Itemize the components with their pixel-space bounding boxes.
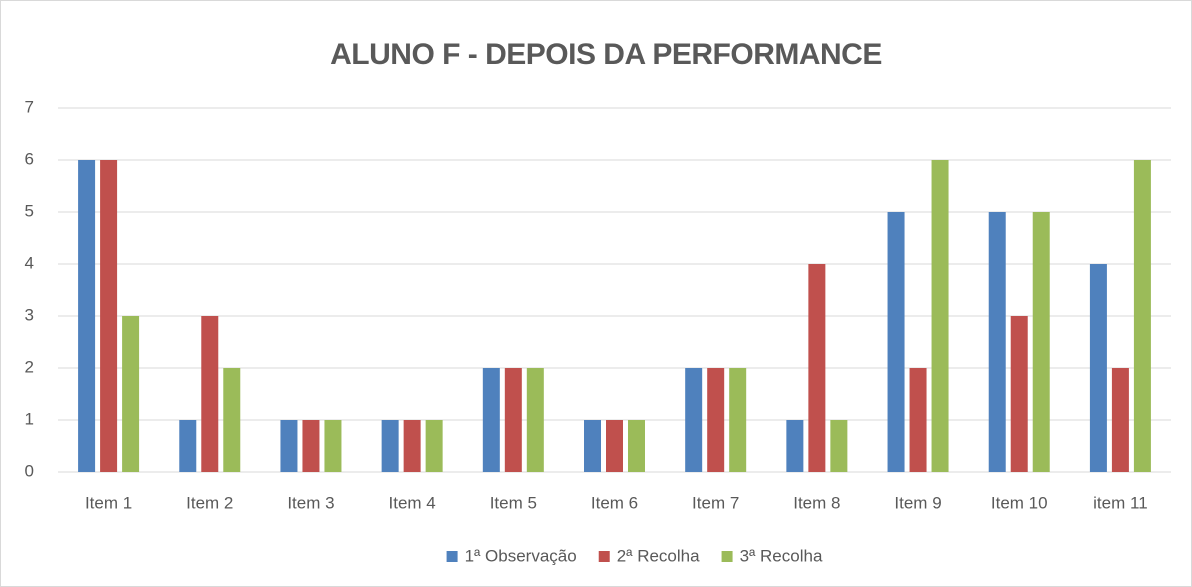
bar — [584, 420, 601, 472]
bar — [887, 212, 905, 472]
chart-title: ALUNO F - DEPOIS DA PERFORMANCE — [330, 38, 882, 71]
legend-label: 2ª Recolha — [617, 546, 700, 565]
bar — [179, 420, 197, 472]
bar — [223, 368, 241, 472]
bar — [302, 420, 320, 472]
bar — [808, 264, 826, 472]
bar — [324, 420, 342, 472]
bar — [1089, 264, 1107, 472]
bar — [729, 368, 747, 472]
legend-swatch — [446, 551, 458, 562]
bar — [100, 160, 118, 472]
bar — [909, 368, 927, 472]
x-tick-label: Item 10 — [991, 493, 1048, 512]
bar — [280, 420, 298, 472]
bar — [78, 160, 96, 472]
legend-label: 1ª Observação — [465, 546, 577, 565]
bar — [988, 212, 1006, 472]
bar — [526, 368, 544, 472]
bar — [1010, 316, 1028, 472]
bar — [1111, 368, 1129, 472]
y-tick-label: 0 — [25, 461, 34, 480]
bar — [931, 160, 949, 472]
x-tick-label: Item 1 — [85, 493, 132, 512]
bar — [786, 420, 804, 472]
x-tick-label: Item 6 — [591, 493, 638, 512]
y-tick-label: 2 — [25, 357, 34, 376]
y-tick-label: 1 — [25, 409, 34, 428]
bar — [685, 368, 703, 472]
x-tick-label: Item 9 — [894, 493, 941, 512]
bar — [425, 420, 443, 472]
bar — [628, 420, 645, 472]
y-tick-label: 6 — [25, 149, 34, 168]
x-tick-label: Item 2 — [186, 493, 233, 512]
bar — [504, 368, 522, 472]
bar — [1133, 160, 1151, 472]
bar — [403, 420, 421, 472]
bar — [1032, 212, 1050, 472]
bar — [482, 368, 500, 472]
y-tick-label: 5 — [25, 201, 34, 220]
bar — [707, 368, 725, 472]
bar — [122, 316, 140, 472]
y-tick-label: 3 — [25, 305, 34, 324]
y-tick-label: 7 — [25, 97, 34, 116]
bar — [381, 420, 399, 472]
x-tick-label: Item 4 — [389, 493, 436, 512]
x-tick-label: Item 7 — [692, 493, 739, 512]
y-tick-label: 4 — [25, 253, 34, 272]
legend-swatch — [721, 551, 733, 562]
bar — [830, 420, 848, 472]
bar — [606, 420, 623, 472]
x-tick-label: Item 8 — [793, 493, 840, 512]
x-tick-label: Item 5 — [490, 493, 537, 512]
bar — [201, 316, 219, 472]
legend-label: 3ª Recolha — [740, 546, 823, 565]
legend-swatch — [598, 551, 610, 562]
x-tick-label: item 11 — [1093, 493, 1148, 512]
x-tick-label: Item 3 — [287, 493, 334, 512]
